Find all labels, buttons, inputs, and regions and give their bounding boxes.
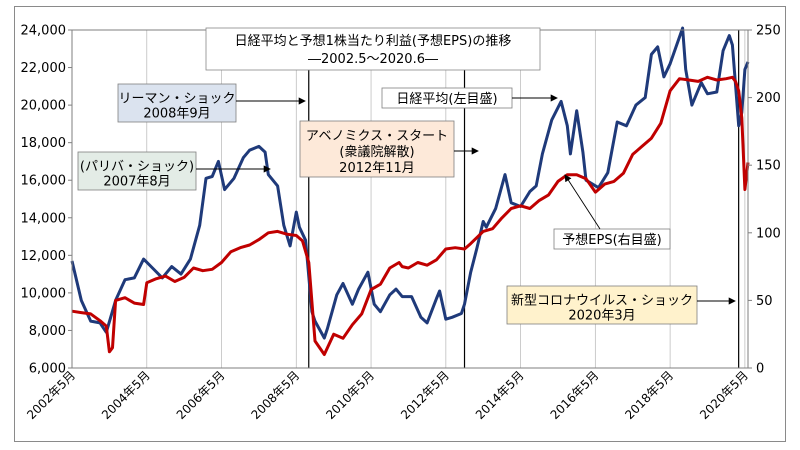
ann-abenomics-text: アベノミクス・スタート [306,129,448,144]
ann-abenomics-text: (衆議院解散) [339,144,414,160]
ann-nikkei: 日経平均(左目盛) [381,87,558,109]
series-layer [70,26,750,356]
ann-abenomics-box [299,120,455,178]
ann-paribas: (パリバ・ショック)2007年8月 [77,151,271,191]
y-right-tick-label: 0 [756,362,764,377]
y-left-tick-label: 8,000 [29,324,66,339]
ann-abenomics-text: 2012年11月 [339,161,415,176]
ann-corona-text: 2020年3月 [568,309,635,324]
ann-paribas-text: 2007年8月 [103,175,170,190]
annotations: リーマン・ショック2008年9月(パリバ・ショック)2007年8月アベノミクス・… [77,83,736,325]
axes: 2002年5月 2004年5月 2006年5月 2008年5月 2010年5月 2012年… [21,24,781,423]
x-tick-label: 2004年5月 [99,368,153,422]
y-left-tick-label: 22,000 [21,61,67,76]
y-left-tick-label: 10,000 [21,286,67,301]
ann-paribas-text: (パリバ・ショック) [80,160,194,175]
chart-frame [14,6,786,442]
x-tick-label: 2016年5月 [548,368,602,422]
x-tick-label: 2014年5月 [473,368,527,422]
nikkei-series-line [70,26,750,340]
x-tick-label: 2010年5月 [323,368,377,422]
ann-corona-text: 新型コロナウイルス・ショック [511,293,693,309]
y-left-tick-label: 24,000 [21,24,67,39]
ann-paribas-box [77,151,197,191]
x-tick-label: 2012年5月 [398,368,452,422]
chart-title-box: 日経平均と予想1株当たり利益(予想EPS)の推移 ―2002.5～2020.6― [205,27,541,71]
ann-abenomics: アベノミクス・スタート(衆議院解散)2012年11月 [299,120,479,178]
chart-subtitle: ―2002.5～2020.6― [308,52,438,67]
chart-title: 日経平均と予想1株当たり利益(予想EPS)の推移 [235,33,512,49]
y-left-tick-label: 20,000 [21,99,67,114]
ann-corona-box [506,285,698,325]
ann-eps-arrow [564,174,601,230]
y-right-tick-label: 100 [756,226,781,241]
ann-lehman-text: リーマン・ショック [118,92,235,107]
y-right-tick-label: 250 [756,24,781,39]
y-left-tick-label: 6,000 [29,362,66,377]
title-box [205,27,541,71]
ann-lehman-box [117,83,237,123]
eps-series-line [71,75,750,356]
x-tick-label: 2006年5月 [174,368,228,422]
y-right-tick-label: 200 [756,91,781,106]
ann-eps-box [553,228,671,250]
ann-nikkei-text: 日経平均(左目盛) [396,92,497,107]
x-tick-label: 2018年5月 [622,368,676,422]
y-left-tick-label: 12,000 [21,249,67,264]
y-left-tick-label: 16,000 [21,174,67,189]
y-right-tick-label: 50 [756,294,773,309]
ann-lehman-text: 2008年9月 [143,107,210,122]
ann-eps-text: 予想EPS(右目盛) [562,232,661,248]
x-tick-label: 2008年5月 [249,368,303,422]
y-left-tick-label: 18,000 [21,136,67,151]
y-left-tick-label: 14,000 [21,211,67,226]
ann-eps: 予想EPS(右目盛) [553,174,671,250]
y-right-tick-label: 150 [756,159,781,174]
x-tick-label: 2020年5月 [697,368,751,422]
